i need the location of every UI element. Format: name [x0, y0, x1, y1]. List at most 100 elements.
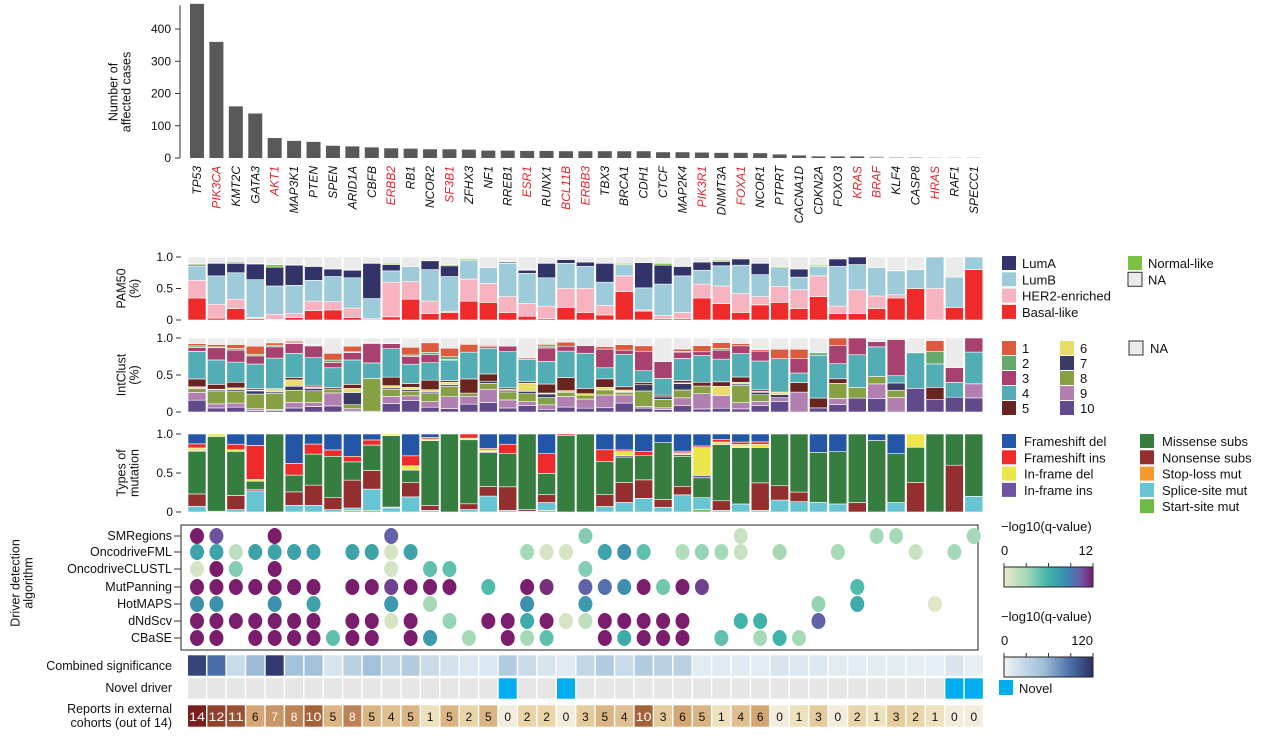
reports-cell [964, 704, 984, 728]
stack-segment-her2-enriched [576, 288, 595, 313]
stack-segment-her2-enriched [847, 289, 867, 315]
bar-rreb1 [500, 150, 515, 158]
stack-segment-na [381, 256, 401, 264]
stack-segment-missense-subs [207, 436, 226, 512]
bar-foxa1 [733, 152, 748, 158]
stack-segment-4 [770, 358, 789, 393]
stack-segment-her2-enriched [712, 285, 731, 304]
stack-segment-splice-site-mut [828, 503, 848, 513]
bar-gata3 [248, 113, 263, 158]
stack-segment-missense-subs [692, 477, 712, 498]
stack-segment-1 [673, 348, 692, 352]
gene-label: PTEN [307, 166, 321, 198]
stack-segment-her2-enriched [478, 283, 498, 303]
gene-label: CASP8 [909, 166, 923, 206]
y-axis-title-line: Types of [115, 449, 129, 497]
stack-segment-lumb [692, 269, 712, 285]
colorbar-max: 12 [1079, 543, 1093, 558]
reports-count: 0 [835, 710, 842, 724]
gene-label: KMT2C [229, 166, 243, 207]
stack-segment-nonsense-subs [770, 485, 789, 501]
bar-kras [850, 156, 865, 158]
stack-segment-10 [750, 405, 770, 413]
stack-segment-9 [304, 402, 323, 407]
bar-sf3b1 [442, 149, 457, 158]
stack-segment-9 [459, 395, 479, 405]
stack-segment-1 [401, 346, 420, 356]
significance-dot [228, 579, 243, 595]
gene-label: PIK3CA [209, 166, 223, 209]
stack-segment-frameshift-ins [187, 443, 207, 449]
stack-segment-nonsense-subs [478, 486, 498, 497]
stack-segment-1 [692, 345, 712, 353]
stack-segment-luma [343, 269, 362, 279]
stack-segment-na [304, 256, 323, 267]
stack-segment-nonsense-subs [653, 499, 673, 508]
significance-dot [520, 596, 535, 612]
stack-segment-na [925, 337, 945, 341]
legend-label: Frameshift ins [1024, 450, 1106, 465]
stack-segment-lumb [576, 266, 595, 289]
stack-segment-frameshift-del [304, 433, 323, 445]
stack-segment-missense-subs [226, 451, 246, 496]
stack-segment-8 [634, 390, 653, 407]
stack-segment-frameshift-del [692, 433, 712, 447]
stack-segment-missense-subs [537, 473, 556, 495]
stack-segment-10 [867, 398, 887, 413]
stack-segment-splice-site-mut [381, 507, 401, 513]
stack-segment-na [634, 337, 653, 347]
bar-cbfb [364, 147, 379, 158]
stack-segment-4 [245, 363, 265, 389]
combined-significance-cell [323, 654, 343, 677]
stack-segment-frameshift-ins [750, 441, 770, 445]
reports-cell [536, 704, 557, 728]
stack-segment-7 [304, 388, 323, 392]
significance-dot [442, 579, 457, 595]
stack-segment-na [498, 337, 518, 347]
stack-segment-4 [381, 348, 401, 378]
stack-segment-missense-subs [343, 461, 362, 481]
gene-label: RAF1 [947, 166, 961, 197]
legend-label: 2 [1022, 356, 1029, 371]
stack-segment-frameshift-del [498, 433, 518, 445]
stack-segment-na [731, 256, 751, 260]
stack-segment-splice-site-mut [614, 502, 634, 513]
stack-segment-na [537, 256, 556, 264]
significance-dot [384, 579, 399, 595]
bar-ncor2 [423, 149, 438, 158]
y-axis-title: Driver detectionalgorithm [9, 539, 36, 627]
legend-swatch [1140, 482, 1154, 497]
known-driver-cell [672, 677, 693, 700]
stack-segment-5 [207, 384, 226, 390]
stack-segment-splice-site-mut [789, 501, 809, 513]
stack-segment-luma [323, 268, 343, 277]
reports-count: 5 [601, 710, 608, 724]
bar-pik3ca [209, 41, 224, 158]
stack-segment-lumb [187, 266, 207, 281]
stack-segment-basal-like [304, 310, 323, 321]
significance-dot [558, 544, 573, 560]
stack-segment-3 [886, 339, 906, 377]
significance-dot [578, 528, 593, 544]
stack-segment-nonsense-subs [362, 470, 382, 490]
stack-segment-na [712, 337, 731, 343]
legend-swatch [1060, 386, 1074, 400]
stack-segment-in-frame-del [692, 447, 712, 476]
stack-segment-luma [226, 262, 246, 274]
stack-segment-basal-like [731, 312, 751, 321]
stack-segment-na [226, 337, 246, 345]
bar-erbb2 [384, 148, 399, 158]
stack-segment-1 [459, 343, 479, 353]
stack-segment-lumb [420, 269, 440, 302]
stack-segment-splice-site-mut [343, 507, 362, 511]
stack-segment-frameshift-ins [304, 443, 323, 455]
reports-cell [517, 704, 537, 728]
stack-segment-5 [614, 386, 634, 391]
stack-segment-1 [207, 344, 226, 348]
significance-dot [617, 613, 632, 629]
stack-segment-basal-like [750, 304, 770, 321]
stack-segment-her2-enriched [207, 303, 226, 319]
stack-segment-luma [673, 266, 692, 277]
reports-count: 11 [228, 710, 244, 724]
gene-label: SPECC1 [967, 166, 981, 214]
